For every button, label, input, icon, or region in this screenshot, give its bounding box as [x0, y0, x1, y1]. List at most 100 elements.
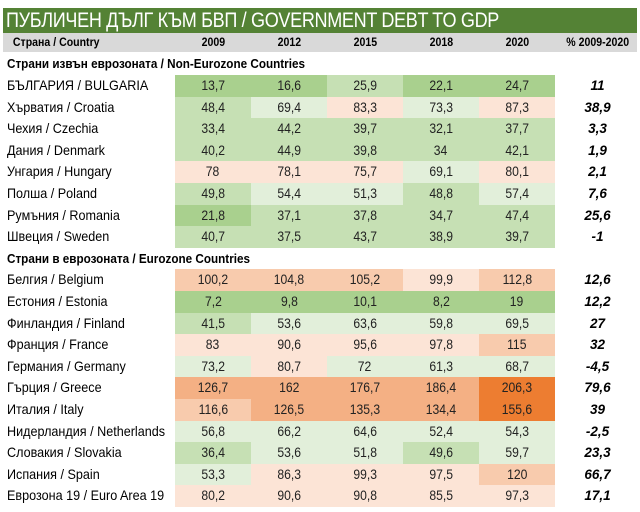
value-cell: 7,2: [175, 291, 251, 313]
value-cell: 78: [175, 161, 251, 183]
value-cell: 40,7: [175, 226, 251, 248]
value-cell: 49,6: [403, 442, 479, 464]
value-cell: 75,7: [327, 161, 403, 183]
value-cell: 24,7: [479, 75, 555, 97]
value-cell: 42,1: [479, 139, 555, 162]
value-cell: 68,7: [479, 355, 555, 378]
table-row: Финландия / Finland 41,5 53,6 63,6 59,8 69,5 2…: [3, 312, 637, 335]
value-cell: 135,3: [327, 399, 403, 421]
value-cell: 48,4: [175, 96, 251, 119]
value-cell: 90,8: [327, 485, 403, 507]
table-row: Швеция / Sweden 40,7 37,5 43,7 38,9 39,7 -1: [3, 226, 637, 248]
value-cell: 48,8: [403, 183, 479, 205]
value-cell: 53,6: [251, 312, 327, 335]
change-cell: 32: [589, 337, 606, 353]
table-row: Естония / Estonia 7,2 9,8 10,1 8,2 19 12,2: [3, 291, 637, 313]
value-cell: 80,7: [251, 355, 327, 378]
value-cell: 59,7: [479, 442, 555, 464]
value-cell: 100,2: [175, 269, 251, 291]
value-cell: 40,2: [175, 139, 251, 162]
value-cell: 49,8: [175, 183, 251, 205]
table-row: Полша / Poland 49,8 54,4 51,3 48,8 57,4 7,6: [3, 183, 637, 205]
value-cell: 80,2: [175, 485, 251, 507]
table-row: Румъния / Romania 21,8 37,1 37,8 34,7 47,4 25,…: [3, 204, 637, 227]
country-name: Белгия / Belgium: [7, 271, 104, 288]
country-name: Франция / France: [7, 336, 109, 353]
change-cell: 17,1: [584, 488, 611, 504]
section-header: Страни извън еврозоната / Non-Eurozone C…: [3, 53, 637, 74]
value-cell: 37,5: [251, 226, 327, 248]
table-row: Нидерландия / Netherlands 56,8 66,2 64,6 52,…: [3, 420, 637, 443]
table-row: Словакия / Slovakia 36,4 53,6 51,8 49,6 59,7 2…: [3, 442, 637, 464]
value-cell: 162: [251, 377, 327, 399]
value-cell: 44,2: [251, 118, 327, 140]
value-cell: 105,2: [327, 269, 403, 291]
country-name: Германия / Germany: [7, 357, 126, 374]
value-cell: 112,8: [479, 269, 555, 291]
value-cell: 59,8: [403, 312, 479, 335]
header-year: 2015: [353, 35, 377, 49]
country-name: Италия / Italy: [7, 401, 84, 417]
value-cell: 80,1: [479, 161, 555, 183]
value-cell: 90,6: [251, 485, 327, 507]
value-cell: 37,1: [251, 204, 327, 227]
country-name: Чехия / Czechia: [7, 120, 99, 137]
change-cell: 11: [590, 78, 605, 93]
value-cell: 21,8: [175, 204, 251, 227]
change-cell: 3,3: [588, 121, 607, 137]
value-cell: 97,3: [479, 485, 555, 507]
value-cell: 87,3: [479, 96, 555, 119]
value-cell: 86,3: [251, 463, 327, 486]
country-name: Еврозона 19 / Euro Area 19: [7, 487, 165, 504]
table-row: Белгия / Belgium 100,2 104,8 105,2 99,9 112,8…: [3, 269, 637, 291]
country-name: Гърция / Greece: [7, 379, 102, 396]
value-cell: 116,6: [175, 399, 251, 421]
value-cell: 206,3: [479, 377, 555, 399]
value-cell: 44,9: [251, 139, 327, 162]
value-cell: 10,1: [327, 291, 403, 313]
change-cell: -4,5: [585, 358, 610, 374]
value-cell: 99,3: [327, 463, 403, 486]
value-cell: 186,4: [403, 377, 479, 399]
value-cell: 47,4: [479, 204, 555, 227]
value-cell: 16,6: [251, 75, 327, 97]
change-cell: 27: [589, 315, 606, 331]
table-row: Италия / Italy 116,6 126,5 135,3 134,4 155,6 3…: [3, 399, 637, 421]
value-cell: 95,6: [327, 334, 403, 356]
change-cell: 12,2: [584, 294, 611, 309]
change-cell: -1: [591, 229, 604, 245]
value-cell: 41,5: [175, 312, 251, 335]
value-cell: 120: [479, 463, 555, 486]
change-cell: 39: [589, 402, 606, 417]
section-label: Страни извън еврозоната / Non-Eurozone C…: [7, 56, 305, 71]
header-year: 2020: [505, 35, 529, 49]
value-cell: 115: [479, 334, 555, 356]
value-cell: 34: [403, 139, 479, 162]
value-cell: 56,8: [175, 420, 251, 443]
table-row: Испания / Spain 53,3 86,3 99,3 97,5 120 66,7: [3, 463, 637, 486]
country-name: Испания / Spain: [7, 465, 100, 482]
value-cell: 97,8: [403, 334, 479, 356]
value-cell: 155,6: [479, 399, 555, 421]
change-cell: 25,6: [584, 207, 611, 223]
change-cell: 2,1: [588, 164, 607, 180]
value-cell: 37,7: [479, 118, 555, 140]
country-name: Нидерландия / Netherlands: [7, 422, 166, 439]
header-year: 2012: [277, 35, 301, 49]
value-cell: 52,4: [403, 420, 479, 443]
value-cell: 39,7: [327, 118, 403, 140]
table-row: БЪЛГАРИЯ / BULGARIA 13,7 16,6 25,9 22,1 24,7 1…: [3, 75, 637, 97]
country-name: Унгария / Hungary: [7, 163, 112, 180]
header-country: Страна / Country: [12, 35, 100, 49]
change-cell: 12,6: [584, 272, 611, 288]
value-cell: 64,6: [327, 420, 403, 443]
country-name: Швеция / Sweden: [7, 228, 110, 245]
value-cell: 126,7: [175, 377, 251, 399]
value-cell: 176,7: [327, 377, 403, 399]
value-cell: 126,5: [251, 399, 327, 421]
table-row: Франция / France 83 90,6 95,6 97,8 115 32: [3, 334, 637, 356]
value-cell: 83,3: [327, 96, 403, 119]
change-cell: 23,3: [584, 445, 611, 461]
change-cell: 66,7: [584, 466, 611, 482]
value-cell: 97,5: [403, 463, 479, 486]
